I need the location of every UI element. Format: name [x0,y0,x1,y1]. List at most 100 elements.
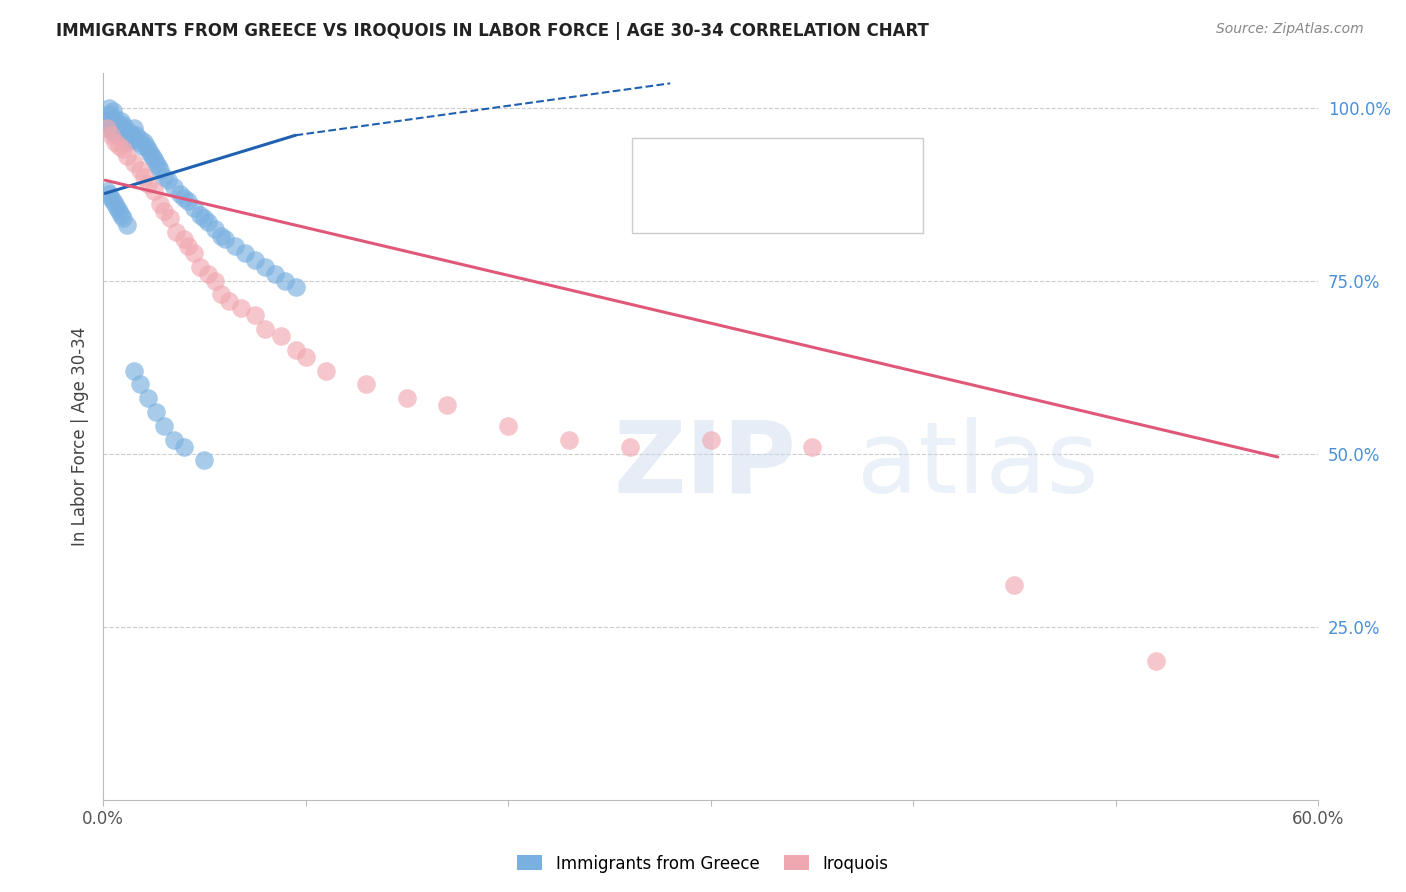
Point [274,274,297,288]
Point [177,239,200,253]
Point [153,169,176,184]
Point [122,121,145,136]
Text: IMMIGRANTS FROM GREECE VS IROQUOIS IN LABOR FORCE | AGE 30-34 CORRELATION CHART: IMMIGRANTS FROM GREECE VS IROQUOIS IN LA… [56,22,929,40]
Text: ZIP: ZIP [613,417,796,514]
Point [104,135,127,149]
Point [183,246,205,260]
Point [114,121,136,136]
Point [122,156,145,170]
Point [96,114,118,128]
Point [153,204,176,219]
Text: Source: ZipAtlas.com: Source: ZipAtlas.com [1216,22,1364,37]
Point [436,398,458,412]
Point [132,169,155,184]
Point [173,440,195,454]
Point [1004,578,1026,592]
Point [209,287,232,301]
Point [165,225,187,239]
Point [135,138,157,153]
Point [254,260,277,274]
Point [558,433,581,447]
Point [224,239,246,253]
Point [141,149,163,163]
Point [138,145,160,160]
Point [108,118,131,132]
Point [98,107,121,121]
Point [197,215,219,229]
Bar [631,138,924,233]
Point [96,121,118,136]
Point [117,135,139,149]
Point [122,363,145,377]
Point [117,218,139,232]
Point [117,128,139,143]
Point [356,377,378,392]
Point [496,418,519,433]
Point [100,111,122,125]
Point [127,135,149,149]
Point [98,101,121,115]
Point [112,118,135,132]
Point [112,125,135,139]
Point [315,363,337,377]
Point [104,118,127,132]
Point [136,391,159,405]
Point [103,103,125,118]
Point [104,197,127,211]
Point [163,433,186,447]
Point [177,194,200,208]
Point [204,221,226,235]
Point [108,204,131,219]
Point [110,208,132,222]
Point [114,128,136,143]
Point [173,190,195,204]
Point [270,329,292,343]
Point [110,121,132,136]
Point [145,156,167,170]
Point [96,184,118,198]
Point [128,377,150,392]
Point [395,391,418,405]
Point [105,201,128,215]
Point [136,177,159,191]
Point [132,135,155,149]
Point [100,118,122,132]
Point [122,132,145,146]
Point [112,211,135,226]
Point [117,149,139,163]
Point [284,280,307,294]
Point [294,350,316,364]
Point [118,132,141,146]
Point [243,308,266,322]
Point [103,194,125,208]
Point [112,142,135,156]
Point [183,201,205,215]
Point [156,173,179,187]
Point [108,138,131,153]
Point [105,128,128,143]
Y-axis label: In Labor Force | Age 30-34: In Labor Force | Age 30-34 [72,326,89,546]
Point [801,440,824,454]
Point [188,260,211,274]
Point [233,246,256,260]
Point [254,322,277,336]
Point [142,184,165,198]
Point [96,121,118,136]
Point [188,208,211,222]
Point [149,197,172,211]
Point [193,453,215,467]
Legend: Immigrants from Greece, Iroquois: Immigrants from Greece, Iroquois [510,848,896,880]
Legend: R =  0.270   N = 78, R = -0.512   N = 40: R = 0.270 N = 78, R = -0.512 N = 40 [641,148,897,215]
Point [110,114,132,128]
Point [124,128,146,143]
Point [173,232,195,246]
Point [264,267,287,281]
Point [136,142,159,156]
Point [169,187,191,202]
Point [128,162,150,177]
Point [159,211,181,226]
Point [619,440,641,454]
Text: atlas: atlas [856,417,1098,514]
Point [204,274,226,288]
Point [100,190,122,204]
